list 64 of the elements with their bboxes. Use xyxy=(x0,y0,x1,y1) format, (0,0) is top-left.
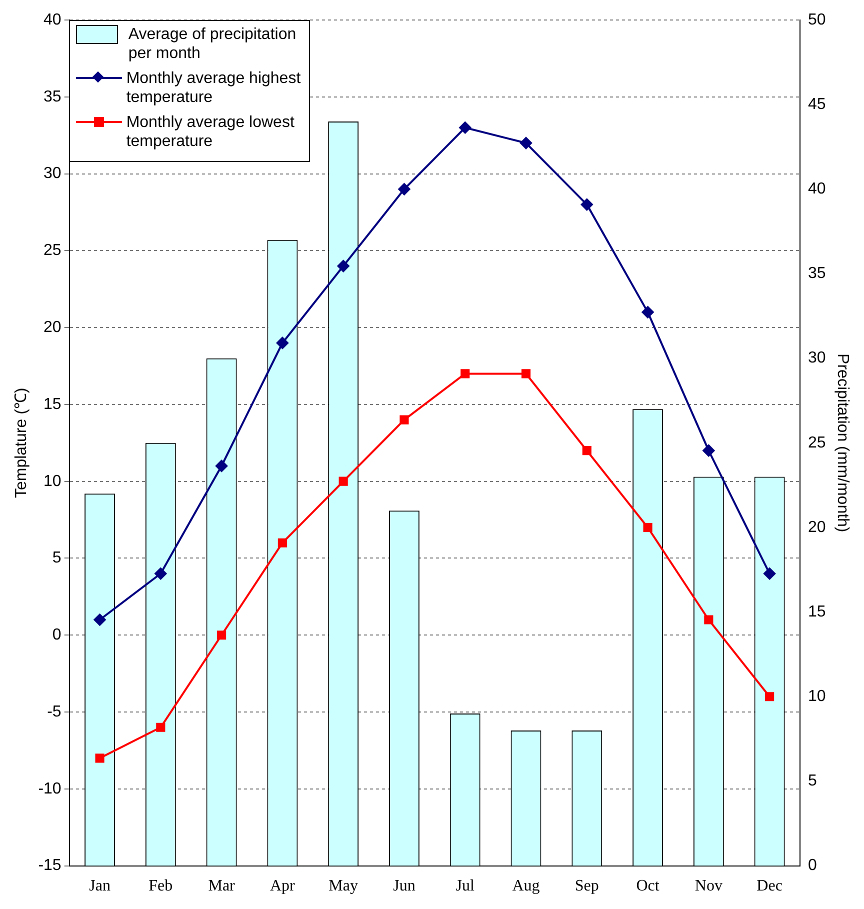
y-tick-label: -5 xyxy=(47,703,62,720)
point xyxy=(94,614,106,626)
point xyxy=(643,522,652,532)
point xyxy=(95,754,104,763)
point xyxy=(217,630,226,640)
legend-label: Average of precipitation per month xyxy=(128,25,298,63)
point xyxy=(216,460,228,472)
point xyxy=(156,722,166,732)
x-tick-label: Dec xyxy=(756,878,782,895)
x-tick-label: Apr xyxy=(270,878,296,895)
y2-tick-label: 35 xyxy=(808,265,826,282)
legend-label: Monthly average lowest temperature xyxy=(126,113,296,151)
x-tick-label: Aug xyxy=(512,878,540,895)
x-tick-label: Mar xyxy=(208,878,236,895)
x-tick-label: Oct xyxy=(636,878,660,895)
y2-tick-label: 50 xyxy=(808,11,826,28)
y-tick-label: 5 xyxy=(52,550,62,567)
point xyxy=(521,369,531,378)
point xyxy=(400,415,409,424)
y-tick-label: 15 xyxy=(44,396,62,413)
x-tick-label: Jan xyxy=(89,878,110,895)
point xyxy=(642,306,654,318)
y-tick-label: 30 xyxy=(44,165,62,182)
y2-tick-label: 20 xyxy=(808,518,826,536)
y-axis-title: Templature (℃) xyxy=(13,388,30,498)
y2-tick-label: 45 xyxy=(808,96,826,113)
x-tick-label: Feb xyxy=(148,878,173,895)
y2-tick-label: 40 xyxy=(808,180,826,198)
y2-tick-label: 0 xyxy=(808,857,818,874)
point xyxy=(154,568,167,580)
point xyxy=(460,369,470,378)
point xyxy=(520,137,532,150)
legend-label: Monthly average highest temperature xyxy=(126,69,302,107)
x-tick-label: May xyxy=(328,878,358,895)
point xyxy=(702,444,715,457)
y-tick-label: -15 xyxy=(38,857,62,874)
point xyxy=(459,122,472,134)
point xyxy=(704,615,714,624)
point xyxy=(580,198,593,211)
y-tick-label: 10 xyxy=(44,472,62,490)
y-tick-label: 35 xyxy=(44,88,62,106)
y-tick-label: -10 xyxy=(38,780,62,798)
y2-tick-label: 10 xyxy=(808,688,826,706)
x-tick-label: Jul xyxy=(456,878,475,895)
y-tick-label: 25 xyxy=(44,242,62,260)
y2-tick-label: 15 xyxy=(808,603,826,620)
y-tick-label: 20 xyxy=(44,318,62,336)
point xyxy=(338,476,348,486)
point xyxy=(582,446,592,456)
point xyxy=(764,568,776,580)
y2-tick-label: 5 xyxy=(808,772,818,790)
point xyxy=(398,183,410,196)
x-tick-label: Jun xyxy=(393,878,416,895)
point xyxy=(337,260,350,272)
x-tick-label: Nov xyxy=(694,878,722,895)
y2-axis-title: Precipitation (mm/month) xyxy=(834,354,851,532)
point xyxy=(765,692,774,702)
y2-tick-label: 25 xyxy=(808,434,826,452)
y2-tick-label: 30 xyxy=(808,350,826,367)
point xyxy=(278,538,287,548)
y-tick-label: 40 xyxy=(44,11,62,28)
point xyxy=(276,336,288,349)
y-tick-label: 0 xyxy=(52,626,62,644)
x-tick-label: Sep xyxy=(574,878,599,895)
